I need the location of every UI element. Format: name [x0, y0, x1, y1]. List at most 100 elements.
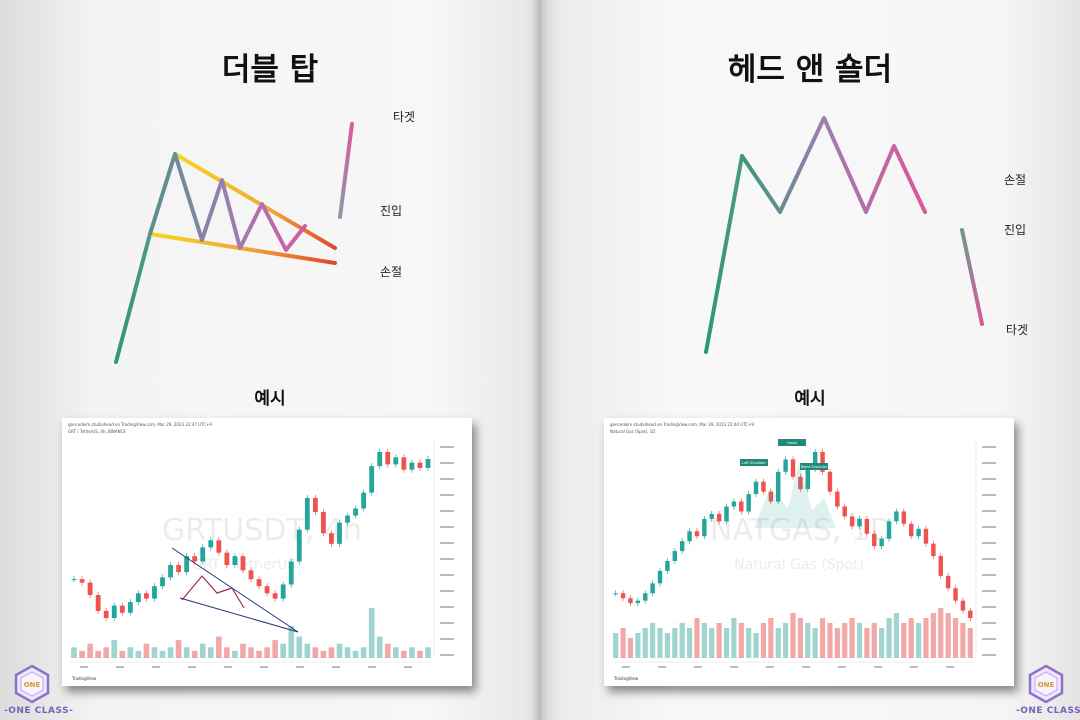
- price-tick-label: [440, 478, 454, 480]
- candle: [385, 452, 391, 465]
- volume-bar: [716, 623, 722, 658]
- volume-bar: [135, 650, 142, 658]
- volume-bar: [805, 623, 811, 658]
- pattern-tag-text: Head: [787, 441, 796, 445]
- volume-bar: [679, 623, 685, 658]
- volume-bar: [87, 643, 93, 658]
- volume-bar: [417, 650, 423, 658]
- volume-bar: [827, 623, 833, 658]
- volume-bar: [288, 625, 295, 658]
- candle: [87, 582, 93, 596]
- volume-bar: [664, 633, 670, 658]
- candle: [938, 556, 943, 576]
- candle: [248, 570, 254, 580]
- volume-bar: [384, 643, 391, 658]
- volume-bar: [760, 623, 767, 658]
- volume-bar: [723, 628, 730, 658]
- candle: [805, 469, 810, 490]
- volume-bar: [746, 628, 752, 658]
- time-tick-label: [80, 666, 88, 668]
- svg-text:ONE: ONE: [24, 681, 41, 689]
- candle: [320, 512, 326, 534]
- volume-bar: [775, 628, 781, 658]
- volume-bar: [224, 647, 230, 658]
- volume-bar: [849, 618, 855, 658]
- volume-bar: [923, 618, 929, 658]
- volume-bar: [248, 647, 254, 658]
- price-tick-label: [982, 446, 996, 448]
- volume-bar: [95, 650, 101, 658]
- natgas-chart: gencedeim.studiohead on TradingView.com,…: [604, 418, 1014, 686]
- candle: [768, 491, 774, 502]
- time-tick-label: [368, 666, 376, 668]
- candle: [731, 501, 737, 507]
- candle: [842, 506, 847, 517]
- time-tick-label: [188, 666, 196, 668]
- time-tick-label: [116, 666, 124, 668]
- candle: [776, 471, 781, 502]
- volume-bar: [893, 613, 900, 658]
- candle: [401, 457, 407, 470]
- volume-bar: [635, 633, 641, 658]
- candle: [240, 556, 246, 571]
- right-page: 헤드 앤 숄더: [540, 0, 1080, 720]
- volume-bar: [797, 618, 803, 658]
- volume-bar: [694, 618, 700, 658]
- volume-bar: [368, 608, 375, 658]
- candle: [613, 593, 618, 595]
- price-tick-label: [440, 638, 454, 640]
- volume-bar: [738, 623, 744, 658]
- candle: [908, 523, 914, 537]
- target-label: 타겟: [393, 110, 415, 124]
- volume-bar: [376, 636, 383, 658]
- price-tick-label: [982, 638, 996, 640]
- price-tick-label: [440, 510, 454, 512]
- candle: [679, 541, 685, 552]
- candle: [923, 528, 929, 544]
- right-example-title: 예시: [794, 389, 826, 409]
- target-move-line: [338, 122, 354, 219]
- chart-symbol-line: GRT / TetherUS, 4h, BINANCE: [68, 429, 126, 434]
- candle: [232, 556, 238, 566]
- one-class-caption-left: -ONE CLASS-: [4, 706, 74, 716]
- price-tick-label: [440, 446, 454, 448]
- price-tick-label: [440, 574, 454, 576]
- volume-bar: [834, 628, 840, 658]
- chart-watermark-sub: Natural Gas (Spot): [734, 557, 864, 573]
- candle: [127, 602, 133, 613]
- price-tick-label: [440, 494, 454, 496]
- candle: [812, 452, 818, 470]
- double-top-title: 더블 탑: [221, 52, 319, 88]
- volume-bar: [768, 618, 774, 658]
- grt-chart-canvas: gencedeim.studiohead on TradingView.com,…: [68, 422, 454, 681]
- price-tick-label: [982, 606, 996, 608]
- candle: [628, 598, 633, 604]
- candle: [369, 466, 375, 493]
- candle: [208, 540, 214, 548]
- volume-bar: [409, 647, 415, 658]
- candle: [168, 565, 173, 578]
- volume-bar: [103, 647, 110, 658]
- volume-bar: [119, 650, 126, 658]
- left-page: 더블 탑: [0, 0, 540, 720]
- time-tick-label: [404, 666, 412, 668]
- volume-bar: [143, 643, 150, 658]
- grt-chart: gencedeim.studiohead on TradingView.com,…: [62, 418, 472, 686]
- candle: [864, 518, 870, 534]
- volume-bar: [945, 613, 951, 658]
- candle: [702, 518, 707, 537]
- price-tick-label: [440, 526, 454, 528]
- candle: [184, 556, 190, 573]
- candle: [739, 501, 744, 512]
- volume-bar: [296, 636, 303, 658]
- volume-bar: [392, 647, 399, 658]
- volume-bar: [650, 623, 656, 658]
- candle: [716, 513, 722, 522]
- time-tick-label: [296, 666, 304, 668]
- wedge-lower-line: [179, 597, 299, 633]
- volume-bar: [967, 628, 973, 658]
- wedge-pattern: [181, 575, 245, 609]
- volume-bar: [401, 650, 407, 658]
- candle: [709, 513, 714, 519]
- price-tick-label: [440, 606, 454, 608]
